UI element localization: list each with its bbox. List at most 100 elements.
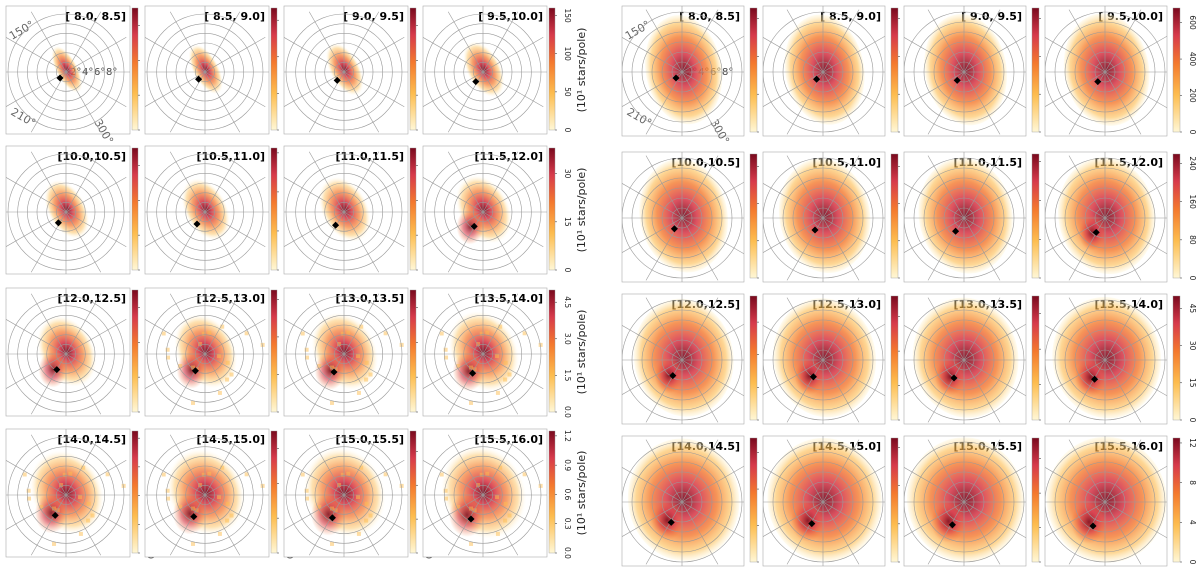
panel-label: [11.5,12.0] (474, 150, 543, 163)
density-speckle (444, 355, 449, 360)
panel-label: [ 9.0, 9.5] (343, 10, 404, 23)
colorbar (1031, 295, 1040, 421)
density-speckle (503, 360, 508, 365)
polar-grid (904, 6, 1026, 136)
panel-label: [15.5,16.0] (474, 433, 543, 446)
density-speckle (194, 508, 199, 513)
density-speckle (329, 365, 334, 370)
density-speckle (190, 506, 195, 511)
polar-grid (284, 6, 408, 134)
colorbar-tick-label: 0 (1188, 560, 1197, 565)
panel-label: [ 9.5,10.0] (478, 10, 543, 23)
density-speckle (443, 488, 448, 493)
colorbar-tick-label: 50 (563, 87, 572, 97)
colorbar (131, 147, 139, 271)
density-speckle (225, 360, 230, 365)
colorbar-tick-label: 1.2 (563, 430, 572, 442)
density-speckle (439, 331, 444, 336)
pole-marker (54, 219, 62, 227)
pole-marker (811, 226, 819, 234)
density-speckle (244, 472, 249, 477)
colorbar-tick-label: 0 (563, 268, 572, 273)
density-speckle (86, 501, 91, 506)
colorbar-tick-label: 4.5 (563, 296, 572, 308)
colorbar-tick-label: 0.0 (563, 547, 572, 559)
colorbar (1172, 7, 1181, 133)
density-speckle (217, 390, 222, 395)
density-speckle (472, 508, 477, 513)
density-speckle (485, 471, 490, 476)
density-speckle (178, 363, 183, 368)
density-speckle (479, 472, 484, 477)
density-speckle (165, 347, 170, 352)
density-speckle (507, 372, 512, 377)
polar-grid (622, 6, 744, 136)
density-speckle (399, 483, 404, 488)
colorbar-tick-label: 0 (1188, 276, 1197, 281)
colorbar-tick-label: 15 (1188, 378, 1197, 388)
density-speckle (399, 342, 404, 347)
density-speckle (86, 518, 91, 523)
density-speckle (364, 360, 369, 365)
density-speckle (439, 472, 444, 477)
density-speckle (383, 472, 388, 477)
polar-grid (763, 6, 885, 136)
colorbar (270, 147, 278, 271)
colorbar-tick-label: 0.9 (563, 459, 572, 471)
panel-label: [10.0,10.5] (57, 150, 126, 163)
density-speckle (198, 342, 203, 347)
density-speckle (456, 363, 461, 368)
density-speckle (356, 495, 360, 499)
density-speckle (468, 365, 473, 370)
colorbar-tick-label: 0 (1188, 418, 1197, 423)
density-speckle (244, 331, 249, 336)
density-speckle (356, 354, 360, 358)
density-speckle (503, 501, 508, 506)
polar-grid (423, 6, 547, 134)
panel-label: [13.5,14.0] (474, 292, 543, 305)
colorbar (270, 289, 278, 413)
panel-label: [ 8.0, 8.5] (65, 10, 126, 23)
density-speckle (190, 365, 195, 370)
density-speckle (476, 483, 481, 488)
density-speckle (165, 488, 170, 493)
density-speckle (364, 501, 369, 506)
panel-label: [12.0,12.5] (57, 292, 126, 305)
density-speckle (39, 504, 44, 509)
density-speckle (469, 541, 474, 546)
colorbar (749, 153, 758, 279)
pole-marker (193, 220, 201, 228)
density-speckle (538, 342, 543, 347)
colorbar-tick-label: 150 (563, 8, 572, 23)
density-speckle (305, 496, 310, 501)
density-speckle (220, 465, 225, 470)
colorbar-tick-label: 4 (1188, 520, 1197, 525)
polar-grid (6, 288, 130, 416)
density-speckle (469, 400, 474, 405)
density-speckle (538, 483, 543, 488)
colorbar-tick-label: 0 (1188, 130, 1197, 135)
polar-grid (423, 288, 547, 416)
colorbar (749, 7, 758, 133)
density-speckle (81, 465, 86, 470)
colorbar-tick-label: 0.0 (563, 406, 572, 418)
colorbar (1172, 153, 1181, 279)
colorbar (749, 437, 758, 563)
density-blob (452, 351, 485, 392)
density-speckle (229, 513, 234, 518)
panel: [13.5,14.0] 0.0 1.5 3.0 4.5(10¹ stars/pole) (422, 287, 588, 418)
density-speckle (330, 400, 335, 405)
polar-grid (622, 152, 744, 282)
density-speckle (346, 471, 351, 476)
density-blob (449, 493, 485, 537)
density-speckle (305, 355, 310, 360)
colorbar-tick-label: 80 (1188, 235, 1197, 245)
density-speckle (191, 400, 196, 405)
colorbar (548, 7, 556, 131)
colorbar (131, 7, 139, 131)
density-speckle (503, 377, 508, 382)
polar-grid (1045, 6, 1167, 136)
panel-label: [13.0,13.5] (335, 292, 404, 305)
density-blob (325, 42, 364, 96)
panel-label: [11.0,11.5] (335, 150, 404, 163)
